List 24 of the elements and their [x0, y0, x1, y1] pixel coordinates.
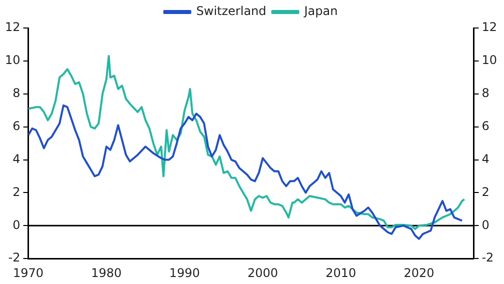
x-tick-label: 2000	[247, 266, 278, 280]
y-tick-label: 0	[12, 218, 20, 232]
legend-label: Switzerland	[196, 4, 266, 18]
x-tick-label: 2020	[404, 266, 434, 280]
y-tick-label: 10	[4, 53, 20, 68]
y2-tick-label: 10	[482, 53, 498, 68]
y2-tick-label: 4	[482, 152, 490, 166]
x-tick-label: 2010	[326, 266, 356, 280]
y2-tick-label: 6	[482, 118, 490, 133]
x-tick-label: 1980	[91, 266, 122, 280]
y2-tick-label: -2	[482, 250, 494, 265]
y-tick-label: 12	[4, 20, 20, 34]
x-tick-label: 1970	[12, 266, 44, 280]
y2-tick-label: 12	[482, 20, 498, 34]
y-tick-label: -2	[8, 250, 20, 265]
legend-label: Japan	[303, 4, 338, 18]
x-tick-label: 1990	[169, 266, 200, 280]
y-tick-label: 6	[12, 118, 20, 133]
y2-tick-label: 0	[482, 218, 490, 232]
y-tick-label: 8	[12, 86, 20, 100]
y2-tick-label: 8	[482, 86, 490, 100]
y-tick-label: 4	[12, 152, 20, 166]
y2-tick-label: 2	[482, 184, 490, 199]
y-tick-label: 2	[12, 184, 20, 199]
